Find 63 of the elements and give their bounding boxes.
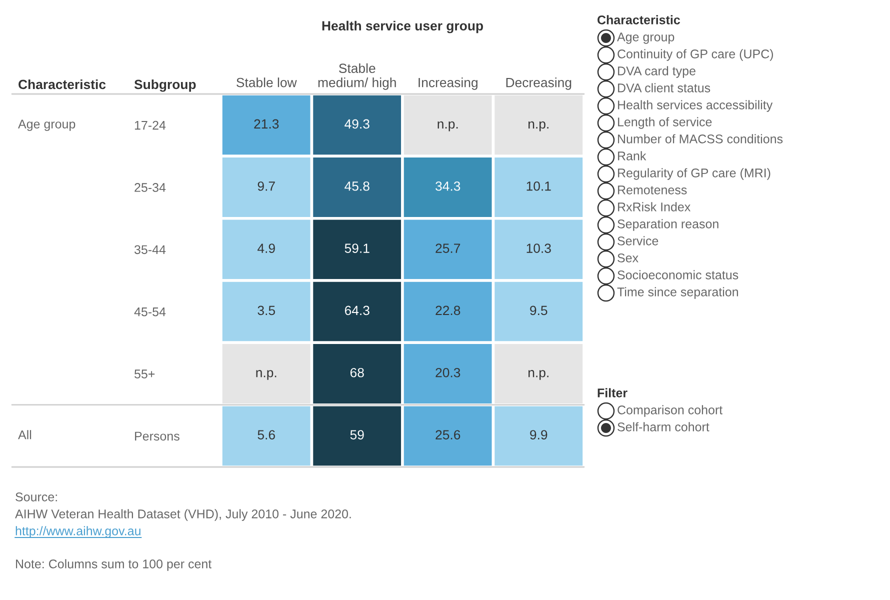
data-label: 10.1: [526, 181, 551, 191]
text: Remoteness: [618, 186, 687, 194]
data-label: 25.7: [436, 244, 460, 253]
text: Age group: [617, 32, 674, 44]
data-label: 45.8: [344, 181, 370, 191]
text: Note: Columns sum to 100 per cent: [16, 559, 212, 571]
data-label: 9.9: [530, 430, 548, 440]
data-label: 59.1: [344, 244, 370, 253]
text: Socioeconomic status: [618, 270, 738, 280]
text: DVA card type: [618, 66, 696, 78]
data-label: 10.3: [526, 244, 551, 253]
text: http://www.aihw.gov.au: [16, 526, 140, 538]
y2-tick-label: All: [18, 430, 32, 440]
text: Time since separation: [617, 287, 738, 299]
text: n.p.: [528, 121, 548, 132]
text: Filter: [598, 388, 628, 398]
text: Length of service: [618, 117, 712, 129]
y2-tick-label: Age group: [18, 120, 76, 131]
x-tick-label: Stable low: [236, 78, 297, 88]
text: AIHW Veteran Health Dataset (VHD), July 2010 - June 2020.: [15, 509, 351, 521]
data-label: 64.3: [344, 306, 370, 316]
data-label: 3.5: [258, 306, 275, 316]
y-axis-title: Subgroup: [134, 79, 196, 92]
x-tick-label: Stable medium/ high: [318, 63, 396, 90]
text: Regularity of GP care (MRI): [618, 168, 770, 180]
text: n.p.: [256, 370, 276, 380]
text: n.p.: [438, 121, 458, 132]
text: Number of MACSS conditions: [618, 134, 783, 144]
chart-title: Health service user group: [322, 20, 483, 34]
text: RxRisk Index: [618, 202, 690, 212]
text: n.p.: [528, 370, 548, 380]
text: Separation reason: [618, 219, 718, 231]
text: Rank: [618, 151, 646, 160]
data-label: 5.6: [258, 430, 275, 440]
text: Self-harm cohort: [618, 422, 710, 432]
y-tick-label: Persons: [135, 432, 180, 441]
text: Service: [618, 236, 658, 246]
text: Continuity of GP care (UPC): [618, 49, 773, 61]
y2-axis-title: Characteristic: [18, 79, 106, 90]
data-label: 59: [350, 430, 364, 440]
text: DVA client status: [618, 83, 710, 92]
data-label: 9.7: [258, 181, 275, 191]
data-label: 25.6: [436, 430, 460, 440]
data-label: 9.5: [530, 306, 548, 316]
data-label: 20.3: [436, 368, 460, 378]
y-tick-label: 25-34: [134, 183, 166, 192]
y-tick-label: 55+: [134, 370, 155, 378]
y-tick-label: 45-54: [134, 308, 166, 316]
x-tick-label: Increasing: [418, 78, 478, 90]
source-note: Source:: [16, 492, 57, 502]
data-label: 49.3: [344, 119, 370, 129]
data-label: 21.3: [254, 119, 279, 129]
text: Sex: [618, 254, 638, 262]
y-tick-label: 17-24: [134, 120, 166, 130]
data-label: 22.8: [436, 306, 460, 316]
data-label: 4.9: [258, 244, 275, 253]
text: Characteristic: [598, 15, 680, 24]
text: Comparison cohort: [618, 405, 723, 417]
data-label: 34.3: [436, 181, 460, 191]
y-tick-label: 35-44: [134, 245, 166, 254]
text: Health services accessibility: [618, 100, 773, 112]
data-label: 68: [350, 368, 364, 378]
x-tick-label: Decreasing: [506, 78, 572, 90]
